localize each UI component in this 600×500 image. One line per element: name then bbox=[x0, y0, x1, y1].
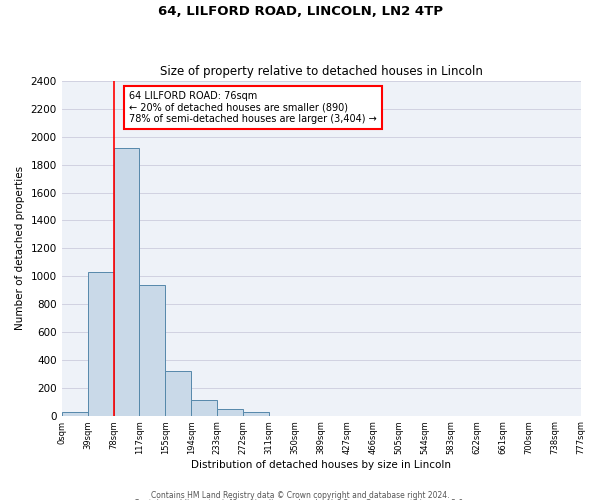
Bar bbox=[62, 412, 88, 416]
Bar bbox=[191, 400, 217, 415]
Text: Contains HM Land Registry data © Crown copyright and database right 2024.: Contains HM Land Registry data © Crown c… bbox=[151, 490, 449, 500]
Y-axis label: Number of detached properties: Number of detached properties bbox=[15, 166, 25, 330]
Bar bbox=[113, 148, 139, 415]
Bar bbox=[139, 284, 166, 416]
Bar bbox=[166, 371, 191, 416]
Text: 64, LILFORD ROAD, LINCOLN, LN2 4TP: 64, LILFORD ROAD, LINCOLN, LN2 4TP bbox=[157, 5, 443, 18]
X-axis label: Distribution of detached houses by size in Lincoln: Distribution of detached houses by size … bbox=[191, 460, 451, 470]
Bar bbox=[88, 272, 113, 416]
Text: 64 LILFORD ROAD: 76sqm
← 20% of detached houses are smaller (890)
78% of semi-de: 64 LILFORD ROAD: 76sqm ← 20% of detached… bbox=[129, 91, 377, 124]
Bar bbox=[243, 412, 269, 416]
Title: Size of property relative to detached houses in Lincoln: Size of property relative to detached ho… bbox=[160, 66, 482, 78]
Bar bbox=[217, 410, 243, 416]
Text: Contains public sector information licensed under the Open Government Licence v3: Contains public sector information licen… bbox=[134, 499, 466, 500]
